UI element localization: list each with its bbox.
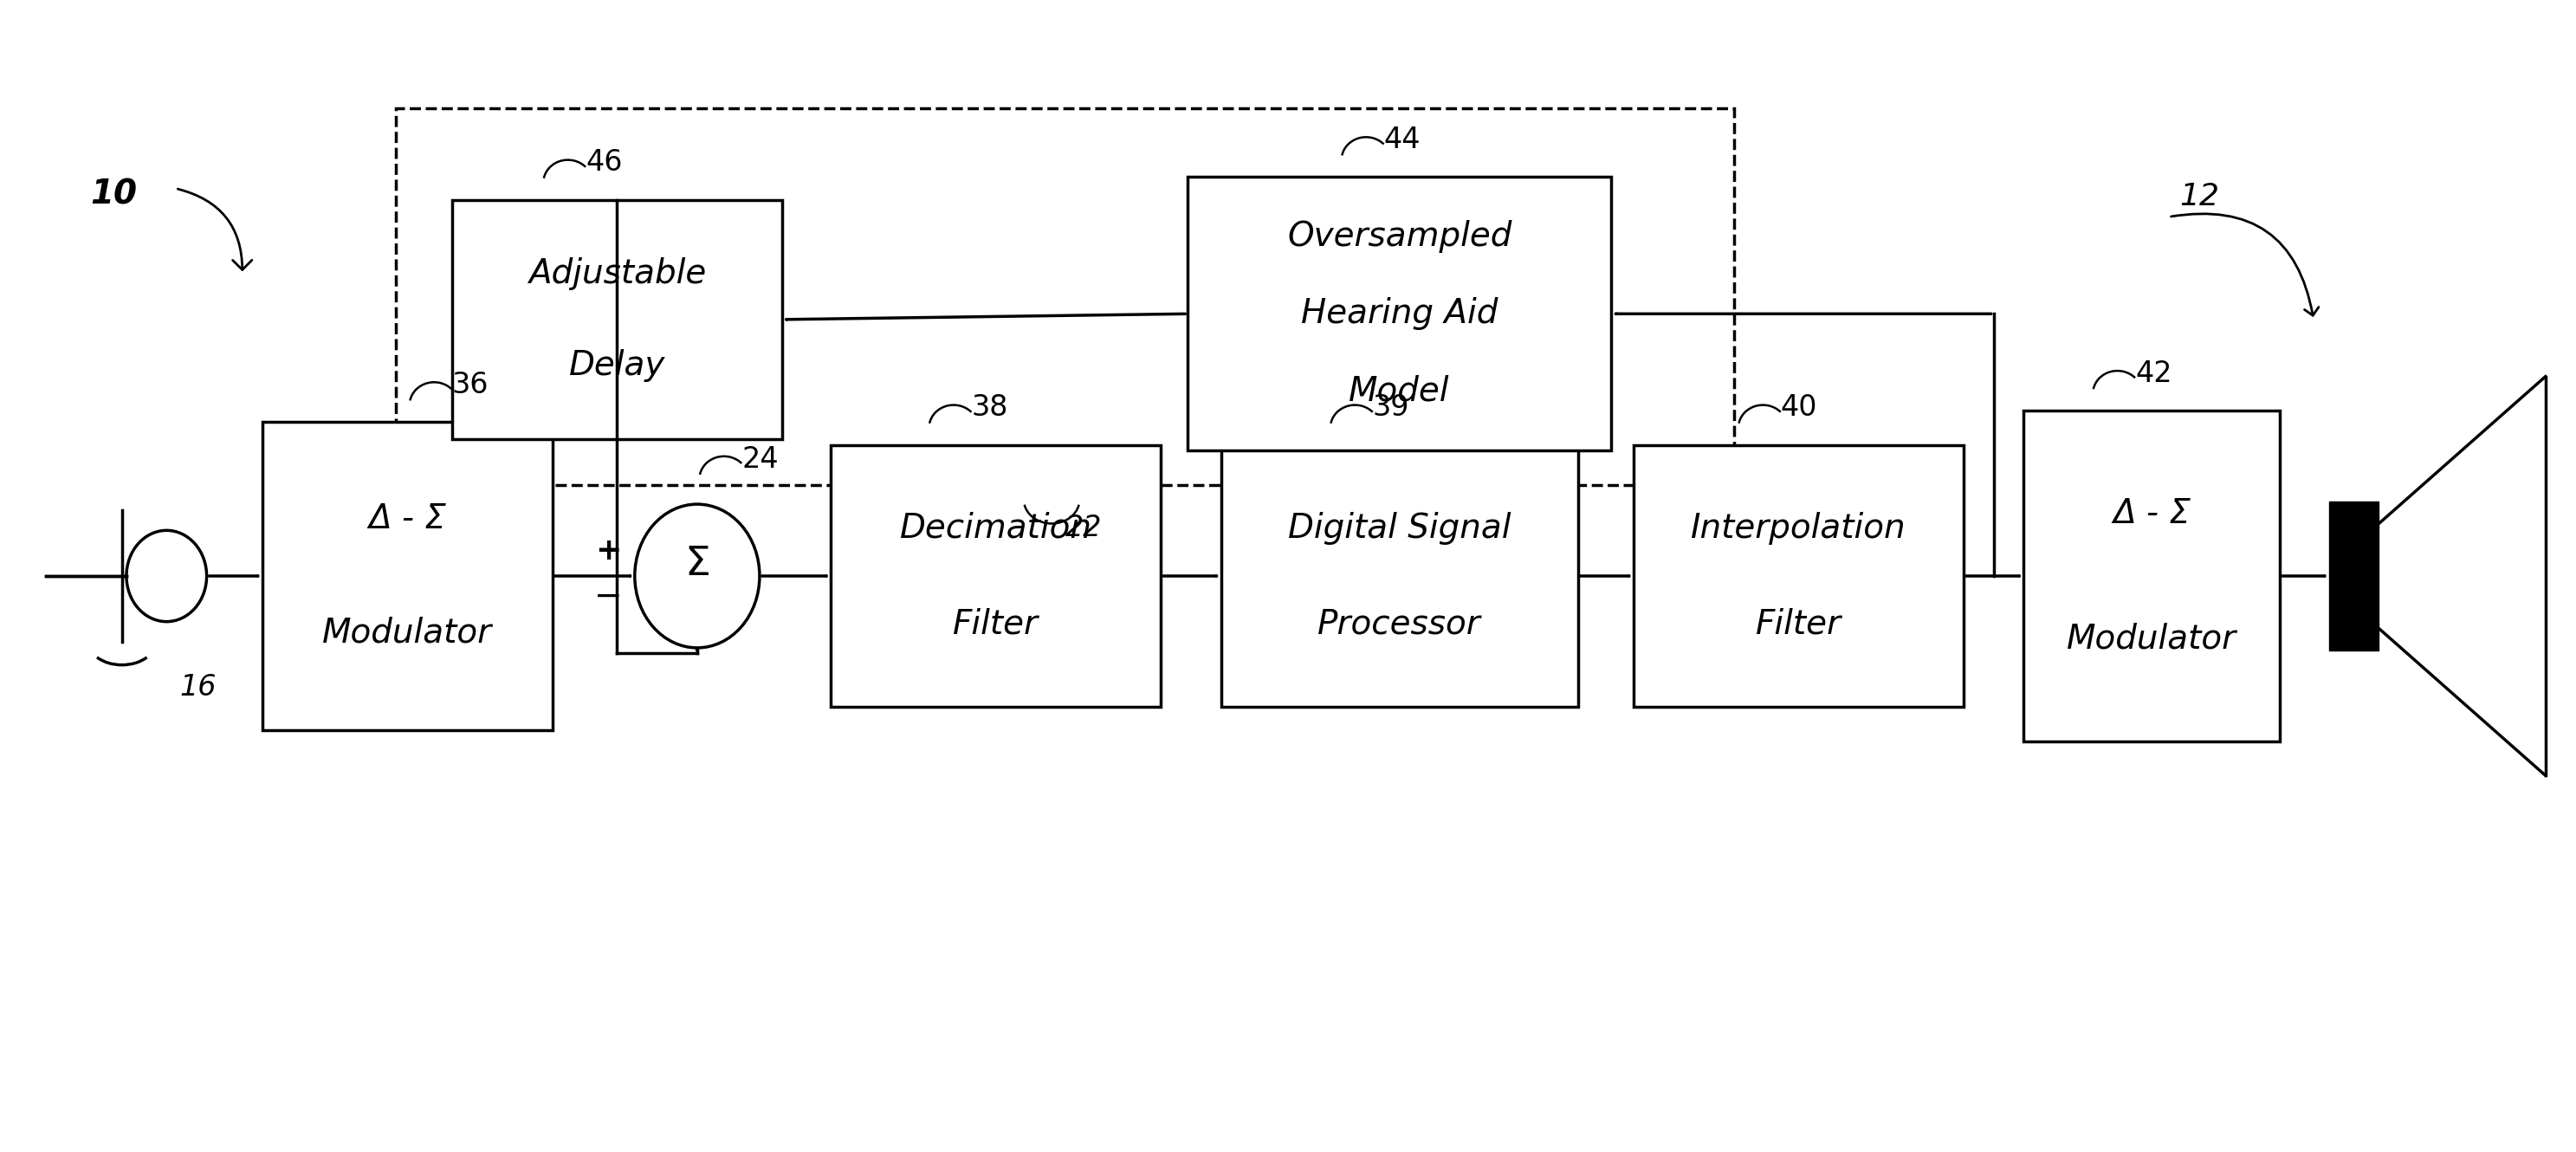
Text: 39: 39 <box>1373 394 1409 422</box>
Text: Digital Signal: Digital Signal <box>1288 511 1512 545</box>
Text: 40: 40 <box>1780 394 1819 422</box>
Polygon shape <box>2329 502 2378 650</box>
FancyBboxPatch shape <box>263 422 551 730</box>
Text: Filter: Filter <box>1757 607 1842 641</box>
Text: Hearing Aid: Hearing Aid <box>1301 297 1499 331</box>
Text: Modulator: Modulator <box>2066 622 2236 655</box>
Text: 36: 36 <box>451 371 489 400</box>
FancyArrowPatch shape <box>2172 214 2318 316</box>
Text: 44: 44 <box>1383 126 1422 154</box>
Text: Processor: Processor <box>1319 607 1481 641</box>
Text: Delay: Delay <box>569 349 665 381</box>
Text: 16: 16 <box>180 673 216 702</box>
Ellipse shape <box>126 530 206 622</box>
Text: Σ: Σ <box>685 545 711 584</box>
Text: 22: 22 <box>1064 514 1103 541</box>
Text: 10: 10 <box>90 179 137 211</box>
Text: Interpolation: Interpolation <box>1690 511 1906 545</box>
Text: Decimation: Decimation <box>899 511 1092 545</box>
Text: 42: 42 <box>2136 359 2172 388</box>
FancyBboxPatch shape <box>832 445 1162 707</box>
Text: 24: 24 <box>742 445 778 473</box>
FancyBboxPatch shape <box>451 199 783 439</box>
FancyBboxPatch shape <box>1221 445 1579 707</box>
Text: 38: 38 <box>971 394 1007 422</box>
Text: Δ - Σ: Δ - Σ <box>2112 497 2192 530</box>
Text: +: + <box>595 536 621 566</box>
FancyArrowPatch shape <box>178 189 252 270</box>
Text: 12: 12 <box>2179 182 2221 211</box>
Text: 46: 46 <box>585 149 623 177</box>
Text: Oversampled: Oversampled <box>1288 220 1512 252</box>
Text: Δ - Σ: Δ - Σ <box>368 502 446 536</box>
FancyBboxPatch shape <box>2025 411 2280 741</box>
Text: Filter: Filter <box>953 607 1038 641</box>
FancyBboxPatch shape <box>1633 445 1963 707</box>
Text: Model: Model <box>1350 374 1450 408</box>
Text: Modulator: Modulator <box>322 616 492 650</box>
Text: Adjustable: Adjustable <box>528 257 706 290</box>
Ellipse shape <box>634 505 760 647</box>
Text: −: − <box>595 581 623 613</box>
FancyBboxPatch shape <box>1188 177 1610 450</box>
